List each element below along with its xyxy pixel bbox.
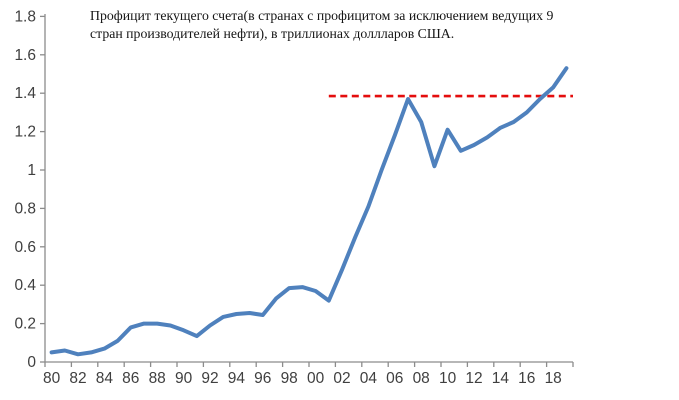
y-axis-label: 1.2 [14, 124, 36, 141]
y-axis-label: 1.8 [14, 8, 36, 25]
x-axis-label: 18 [545, 370, 562, 387]
y-axis-label: 0.6 [14, 239, 36, 256]
y-axis-label: 1.6 [14, 47, 36, 64]
x-axis-label: 82 [69, 370, 86, 387]
x-axis-label: 12 [465, 370, 482, 387]
y-axis-label: 1.4 [14, 85, 36, 102]
y-axis-label: 1 [27, 162, 36, 179]
y-axis-label: 0 [27, 354, 36, 371]
y-axis-label: 0.8 [14, 200, 36, 217]
x-axis-label: 02 [333, 370, 350, 387]
x-axis-label: 00 [307, 370, 325, 387]
series-line [49, 66, 569, 357]
x-axis-label: 16 [518, 370, 535, 387]
x-axis-label: 06 [386, 370, 403, 387]
x-axis-label: 04 [360, 370, 378, 387]
x-axis-label: 84 [96, 370, 114, 387]
x-axis-label: 88 [149, 370, 166, 387]
chart-title: Профицит текущего счета(в странах с проф… [90, 8, 554, 41]
x-axis-label: 92 [201, 370, 218, 387]
x-axis-label: 14 [492, 370, 510, 387]
x-axis-label: 96 [254, 370, 271, 387]
x-axis-label: 94 [228, 370, 246, 387]
y-axis-label: 0.2 [14, 316, 36, 333]
x-axis-label: 80 [43, 370, 61, 387]
x-axis-label: 10 [439, 370, 457, 387]
x-axis-label: 86 [122, 370, 139, 387]
x-axis-label: 08 [413, 370, 430, 387]
y-axis-label: 0.4 [14, 277, 36, 294]
x-axis-label: 90 [175, 370, 193, 387]
x-axis-label: 98 [281, 370, 298, 387]
